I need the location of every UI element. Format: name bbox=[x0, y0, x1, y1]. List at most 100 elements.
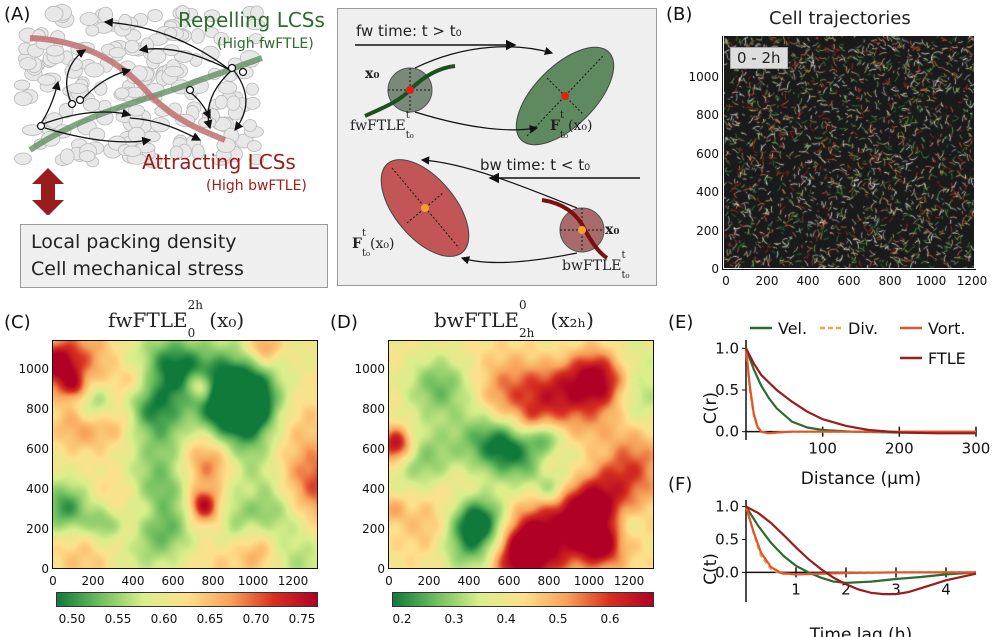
mechanics-box: Local packing density Cell mechanical st… bbox=[20, 224, 328, 288]
panel-b-x-tick: 600 bbox=[837, 274, 861, 288]
panel-label-e: (E) bbox=[668, 312, 694, 333]
panelD-y-tick: 400 bbox=[362, 482, 385, 496]
chart-f-x-tick-label: 3 bbox=[891, 580, 901, 598]
panel-c-frame bbox=[52, 340, 318, 569]
fwftle-sup: t bbox=[405, 110, 410, 121]
panel-c-title-sub: 0 bbox=[187, 326, 196, 340]
panelD-y-tick: 200 bbox=[362, 522, 385, 536]
panelC-x-tick: 400 bbox=[121, 574, 145, 588]
panel-b-x-tick: 1200 bbox=[956, 274, 988, 288]
panel-c-title: fwFTLE 2h 0 (x₀) bbox=[108, 298, 245, 340]
panel-b-y-tick: 1000 bbox=[688, 69, 719, 84]
panelC-x-tick: 0 bbox=[49, 574, 57, 588]
chart-f-series-vel bbox=[745, 506, 977, 585]
panelD-x-tick: 800 bbox=[537, 574, 561, 588]
box-line-packing: Local packing density bbox=[31, 231, 237, 253]
trajectory-image bbox=[724, 36, 974, 268]
panelC-x-tick: 1200 bbox=[277, 574, 309, 588]
correlation-charts: 1.0 0.5 0.0 100 200 300 Distance (μm) C(r) 1.0 0.… bbox=[701, 319, 990, 637]
panel-b-title: Cell trajectories bbox=[769, 8, 911, 29]
legend-label: Vort. bbox=[928, 319, 965, 338]
panel-b-y-tick: 800 bbox=[696, 108, 719, 122]
panelC-y-tick: 0 bbox=[41, 562, 49, 576]
legend-label: FTLE bbox=[928, 349, 966, 368]
bw-deformed-ellipse bbox=[380, 159, 470, 257]
f-sup-bw: t bbox=[361, 228, 366, 239]
panelC-x-tick: 200 bbox=[81, 574, 105, 588]
panelC-x-tick: 800 bbox=[201, 574, 225, 588]
panelC-colorbar-tick: 0.55 bbox=[104, 612, 132, 626]
legend-label: Div. bbox=[848, 319, 878, 338]
panel-label-a: (A) bbox=[4, 4, 31, 25]
panel-d-title-sup: 0 bbox=[519, 298, 527, 312]
panelD-y-tick: 800 bbox=[362, 402, 385, 416]
panel-c-title-sup: 2h bbox=[187, 298, 203, 312]
panel-c-title-arg: (x₀) bbox=[209, 308, 245, 332]
panelD-y-tick: 1000 bbox=[354, 362, 385, 376]
attracting-lcs-curve bbox=[29, 35, 227, 143]
panel-b-x-tick: 0 bbox=[722, 274, 730, 288]
x0-label-fw: x₀ bbox=[365, 66, 380, 82]
panelC-y-tick: 1000 bbox=[18, 362, 49, 376]
panelC-colorbar-tick: 0.60 bbox=[150, 612, 178, 626]
chart-e-series-vort bbox=[744, 348, 976, 435]
panelD-x-tick: 1000 bbox=[573, 574, 605, 588]
fwftle-text: fwFTLE bbox=[350, 118, 406, 134]
panel-b-y-tick: 600 bbox=[696, 146, 719, 161]
panel-label-f: (F) bbox=[668, 474, 693, 495]
panelC-y-tick: 400 bbox=[26, 482, 49, 496]
panelC-colorbar-tick: 0.65 bbox=[196, 612, 224, 626]
panelC-x-tick: 600 bbox=[161, 574, 185, 588]
f-sub-bw: t₀ bbox=[361, 247, 370, 259]
f-arg-fw: (x₀) bbox=[567, 118, 593, 134]
panel-b-y-tick: 0 bbox=[711, 262, 719, 276]
f-text-fw: F bbox=[550, 118, 560, 134]
panelD-colorbar-tick: 0.4 bbox=[496, 612, 516, 626]
bwftle-text: bwFTLE bbox=[562, 258, 622, 274]
chart-e-y-tick-label: 0.5 bbox=[715, 381, 739, 399]
panelD-colorbar-tick: 0.2 bbox=[392, 612, 412, 626]
bw-initial-disk bbox=[541, 198, 609, 260]
chart-e-y-tick-label: 0.0 bbox=[715, 423, 739, 441]
f-sub-fw: t₀ bbox=[559, 129, 568, 141]
x0-label-bw: x₀ bbox=[605, 222, 620, 238]
particle-markers bbox=[36, 63, 248, 131]
panelD-y-tick: 0 bbox=[377, 562, 385, 576]
legend-label: Vel. bbox=[778, 319, 807, 338]
panelC-colorbar-tick: 0.50 bbox=[58, 612, 86, 626]
fwftle-label: fwFTLE t t₀ bbox=[350, 110, 414, 141]
panelC-x-tick: 1000 bbox=[237, 574, 269, 588]
panel-b-y-tick: 400 bbox=[696, 185, 719, 199]
panelD-x-tick: 600 bbox=[497, 574, 521, 588]
chart-f-x-tick-label: 2 bbox=[841, 580, 851, 598]
bwftle-sub: t₀ bbox=[621, 269, 630, 281]
panelC-colorbar-tick: 0.75 bbox=[288, 612, 316, 626]
panel-label-d: (D) bbox=[330, 312, 358, 333]
panel-c-title-main: fwFTLE bbox=[108, 308, 188, 332]
panel-b-x-tick: 1000 bbox=[915, 274, 947, 288]
panel-d-title: bwFTLE 0 2h (x₂ₕ) bbox=[434, 298, 594, 340]
chart-e-series-ftle bbox=[745, 347, 976, 435]
cell-pattern bbox=[13, 4, 266, 169]
chart-f-y-label: C(t) bbox=[701, 553, 721, 585]
chart-f-y-tick-label: 1.0 bbox=[715, 498, 739, 516]
panel-d-title-sub: 2h bbox=[519, 326, 535, 340]
panelD-x-tick: 400 bbox=[457, 574, 481, 588]
panel-b-x-tick: 200 bbox=[755, 274, 779, 288]
bw-time-label: bw time: t < t₀ bbox=[480, 156, 591, 174]
panelD-x-tick: 200 bbox=[417, 574, 441, 588]
panel-d-frame bbox=[388, 340, 654, 569]
fwftle-sub: t₀ bbox=[405, 129, 414, 141]
panel-c-colorbar bbox=[56, 592, 318, 607]
panel-label-c: (C) bbox=[4, 312, 31, 333]
panel-b-x-axis bbox=[722, 269, 976, 270]
bwftle-sup: t bbox=[621, 250, 626, 261]
ftle-schematic bbox=[355, 39, 640, 265]
panelD-x-tick: 0 bbox=[385, 574, 393, 588]
panelD-y-tick: 600 bbox=[362, 442, 385, 456]
flow-arrows bbox=[39, 17, 247, 146]
time-badge: 0 - 2h bbox=[730, 47, 788, 69]
panel-b-y-tick: 200 bbox=[696, 223, 719, 238]
panel-d-title-main: bwFTLE bbox=[434, 308, 520, 332]
